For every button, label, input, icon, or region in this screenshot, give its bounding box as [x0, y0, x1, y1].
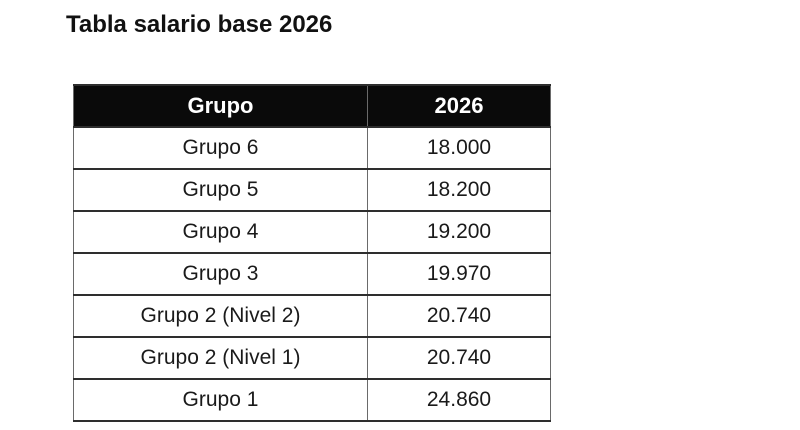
- salario-cell: 19.970: [367, 252, 551, 296]
- grupo-cell: Grupo 5: [73, 168, 368, 212]
- grupo-cell: Grupo 3: [73, 252, 368, 296]
- grupo-cell: Grupo 4: [73, 210, 368, 254]
- table-header-row: Grupo 2026: [73, 84, 551, 128]
- table-row: Grupo 4 19.200: [73, 210, 551, 254]
- table-row: Grupo 5 18.200: [73, 168, 551, 212]
- table-row: Grupo 2 (Nivel 1) 20.740: [73, 336, 551, 380]
- salario-cell: 18.200: [367, 168, 551, 212]
- grupo-cell: Grupo 2 (Nivel 1): [73, 336, 368, 380]
- salario-cell: 24.860: [367, 378, 551, 422]
- salario-cell: 19.200: [367, 210, 551, 254]
- salario-cell: 20.740: [367, 336, 551, 380]
- salary-table: Grupo 2026 Grupo 6 18.000 Grupo 5 18.200…: [73, 84, 551, 422]
- salario-cell: 18.000: [367, 126, 551, 170]
- salario-cell: 20.740: [367, 294, 551, 338]
- table-row: Grupo 6 18.000: [73, 126, 551, 170]
- grupo-cell: Grupo 6: [73, 126, 368, 170]
- column-header-2026: 2026: [367, 84, 551, 128]
- table-row: Grupo 1 24.860: [73, 378, 551, 422]
- grupo-cell: Grupo 2 (Nivel 2): [73, 294, 368, 338]
- column-header-grupo: Grupo: [73, 84, 368, 128]
- grupo-cell: Grupo 1: [73, 378, 368, 422]
- table-row: Grupo 3 19.970: [73, 252, 551, 296]
- table-row: Grupo 2 (Nivel 2) 20.740: [73, 294, 551, 338]
- page-title: Tabla salario base 2026: [66, 11, 333, 38]
